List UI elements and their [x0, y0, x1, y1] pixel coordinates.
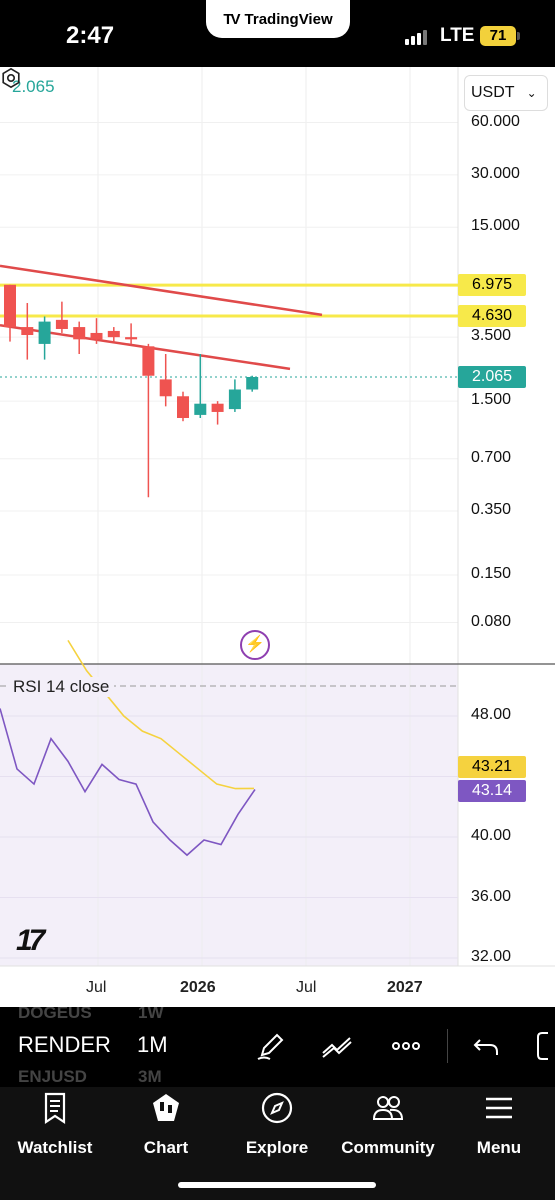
chart-toolbar: DOGEUS 1W RENDER 1M ENJUSD 3M	[0, 1007, 555, 1087]
time-label-jul: Jul	[86, 979, 107, 996]
currency-selector[interactable]: USDT ⌄	[464, 75, 548, 111]
watchlist-icon	[44, 1092, 66, 1125]
candle-body-10	[177, 396, 189, 418]
interval-selector[interactable]: 1M	[137, 1032, 168, 1057]
status-time: 2:47	[66, 22, 115, 49]
ghost-interval-below: 3M	[138, 1067, 162, 1086]
chevron-down-icon: ⌄	[526, 86, 537, 100]
candle-body-12	[211, 403, 224, 412]
time-label-2027: 2027	[387, 979, 423, 996]
candle-body-0	[4, 284, 16, 328]
candle-body-1	[21, 327, 34, 336]
battery-tip	[517, 32, 520, 40]
price-tag: 4.630	[458, 305, 526, 328]
tradingview-logo-icon: TV	[223, 10, 240, 28]
candle-body-2	[38, 321, 51, 344]
status-bar: 2:47 TV TradingView LTE 71	[0, 0, 555, 67]
nav-label-watchlist: Watchlist	[17, 1138, 93, 1157]
price-axis-label: 0.350	[471, 501, 512, 519]
rsi-axis-label: 36.00	[471, 887, 512, 905]
redo-icon[interactable]	[534, 1029, 555, 1063]
app-pill-label: TradingView	[244, 10, 333, 28]
nav-label-community: Community	[341, 1138, 435, 1157]
battery-icon: 71	[480, 26, 516, 46]
rsi-axis-label: 40.00	[471, 827, 512, 844]
nav-label-explore: Explore	[245, 1138, 309, 1157]
chart-area[interactable]: 2.065 USDT ⌄ 60.000 30.000 15.000 3.500 1.50…	[0, 67, 555, 1007]
nav-community[interactable]: Community	[333, 1087, 443, 1158]
price-axis-label: 0.080	[471, 612, 512, 630]
nav-explore[interactable]: Explore	[222, 1087, 332, 1158]
chart-icon	[153, 1094, 179, 1121]
candle-body-5	[90, 332, 103, 340]
community-icon	[372, 1096, 404, 1120]
ghost-symbol-below: ENJUSD	[18, 1067, 87, 1086]
price-axis-label: 3.500	[471, 327, 512, 345]
menu-icon	[486, 1097, 512, 1119]
nav-chart[interactable]: Chart	[111, 1087, 221, 1158]
currency-label: USDT	[471, 84, 515, 101]
nav-menu[interactable]: Menu	[444, 1087, 554, 1158]
price-axis-label: 0.150	[471, 565, 512, 583]
rsi-signal-tag: 43.21	[458, 756, 526, 778]
price-tag: 2.065	[458, 366, 526, 388]
candle-body-7	[125, 337, 138, 340]
candle-body-11	[194, 403, 207, 415]
candle-body-6	[107, 330, 120, 338]
more-icon[interactable]	[389, 1029, 423, 1063]
nav-watchlist[interactable]: Watchlist	[0, 1087, 110, 1158]
trendline-0	[0, 264, 323, 317]
price-chart-canvas[interactable]	[0, 67, 555, 1007]
rsi-value-tag: 43.14	[458, 780, 526, 802]
trend-lines-icon[interactable]	[320, 1029, 354, 1063]
candle-body-13	[228, 389, 241, 410]
app-pill: TV TradingView	[206, 0, 350, 38]
settings-icon[interactable]	[0, 67, 22, 89]
candle-body-14	[246, 377, 259, 390]
price-axis-label: 30.000	[471, 164, 520, 182]
candle-body-8	[142, 346, 155, 376]
toolbar-divider	[447, 1029, 448, 1063]
ghost-symbol-above: DOGEUS	[18, 1007, 92, 1022]
signal-icon	[405, 30, 427, 45]
candle-body-3	[55, 319, 68, 329]
rsi-line	[0, 708, 256, 857]
price-axis-label: 1.500	[471, 391, 512, 409]
pen-icon[interactable]	[254, 1029, 288, 1063]
price-tag: 6.975	[458, 274, 526, 297]
candle-body-4	[73, 327, 86, 340]
rsi-label[interactable]: RSI 14 close	[8, 677, 115, 697]
compass-icon	[261, 1092, 293, 1124]
price-axis-label: 15.000	[471, 217, 520, 235]
last-price-readout: 2.065	[12, 77, 55, 96]
nav-label-chart: Chart	[143, 1138, 189, 1157]
rsi-pane-background	[0, 664, 458, 966]
undo-icon[interactable]	[470, 1029, 504, 1063]
home-indicator	[178, 1182, 376, 1188]
nav-label-menu: Menu	[476, 1138, 522, 1157]
ghost-interval-above: 1W	[138, 1007, 164, 1022]
time-label-2026: 2026	[180, 979, 216, 996]
tradingview-watermark-icon[interactable]: 17	[16, 924, 45, 957]
candle-body-9	[159, 379, 172, 397]
price-axis-label: 0.700	[471, 448, 512, 466]
symbol-selector[interactable]: RENDER	[18, 1032, 111, 1057]
rsi-axis-label: 32.00	[471, 948, 512, 965]
rsi-axis-label: 48.00	[471, 706, 512, 723]
network-type: LTE	[440, 25, 475, 46]
lightning-icon[interactable]: ⚡	[240, 630, 270, 660]
price-axis-label: 60.000	[471, 112, 520, 130]
time-label-jul-2026: Jul	[296, 979, 317, 996]
bottom-nav: Watchlist Chart Explore Community Menu	[0, 1087, 555, 1200]
